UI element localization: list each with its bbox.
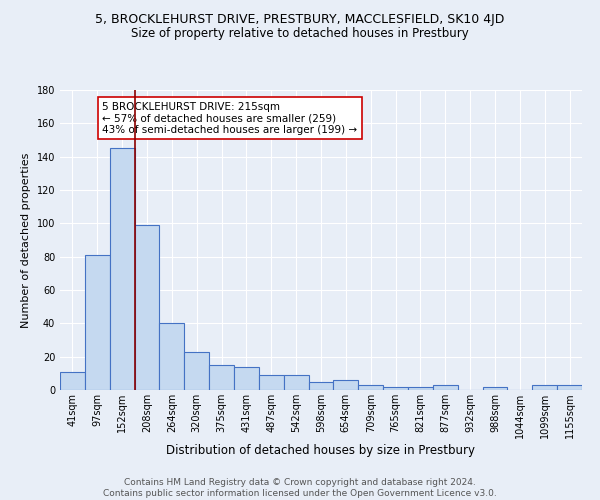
Bar	[259, 375, 284, 390]
Text: Contains HM Land Registry data © Crown copyright and database right 2024.
Contai: Contains HM Land Registry data © Crown c…	[103, 478, 497, 498]
Bar	[383, 386, 408, 390]
Bar	[334, 380, 358, 390]
Bar	[60, 372, 85, 390]
Text: 5 BROCKLEHURST DRIVE: 215sqm
← 57% of detached houses are smaller (259)
43% of s: 5 BROCKLEHURST DRIVE: 215sqm ← 57% of de…	[102, 102, 358, 135]
Text: 5, BROCKLEHURST DRIVE, PRESTBURY, MACCLESFIELD, SK10 4JD: 5, BROCKLEHURST DRIVE, PRESTBURY, MACCLE…	[95, 12, 505, 26]
Bar	[358, 385, 383, 390]
Bar	[160, 324, 184, 390]
Text: Size of property relative to detached houses in Prestbury: Size of property relative to detached ho…	[131, 28, 469, 40]
Bar	[284, 375, 308, 390]
Bar	[85, 255, 110, 390]
Bar	[408, 386, 433, 390]
X-axis label: Distribution of detached houses by size in Prestbury: Distribution of detached houses by size …	[167, 444, 476, 457]
Bar	[308, 382, 334, 390]
Bar	[557, 385, 582, 390]
Bar	[209, 365, 234, 390]
Y-axis label: Number of detached properties: Number of detached properties	[21, 152, 31, 328]
Bar	[482, 386, 508, 390]
Bar	[433, 385, 458, 390]
Bar	[234, 366, 259, 390]
Bar	[184, 352, 209, 390]
Bar	[110, 148, 134, 390]
Bar	[532, 385, 557, 390]
Bar	[134, 225, 160, 390]
